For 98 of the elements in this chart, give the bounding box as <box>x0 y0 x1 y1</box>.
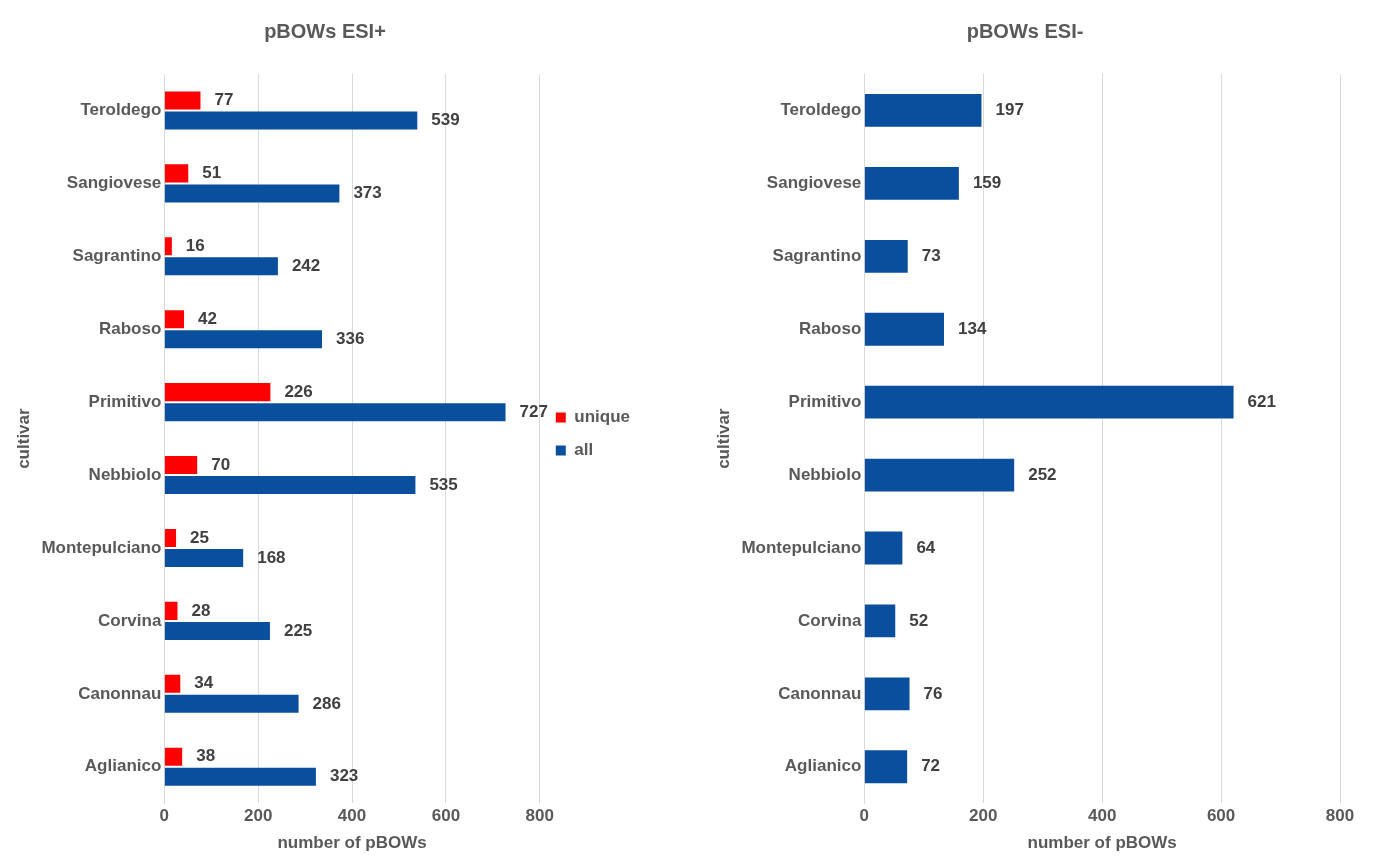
x-tick-label: 800 <box>1325 806 1355 826</box>
data-label: 539 <box>431 110 460 130</box>
y-tick-label: Teroldego <box>80 100 162 120</box>
x-tick-label: 600 <box>431 806 461 826</box>
data-label: 38 <box>196 746 216 766</box>
data-label: 77 <box>214 90 234 110</box>
data-label: 621 <box>1247 391 1276 411</box>
data-label: 42 <box>198 308 217 328</box>
y-tick-label: Sagrantino <box>772 245 862 265</box>
data-label: 535 <box>429 474 458 494</box>
x-tick-label: 200 <box>969 806 998 826</box>
data-label: 168 <box>257 547 286 567</box>
bar <box>864 458 1015 492</box>
data-label: 159 <box>972 173 1002 193</box>
x-tick-label: 200 <box>244 806 273 826</box>
y-axis-title: cultivar <box>713 407 733 469</box>
data-label: 134 <box>958 318 987 338</box>
data-label: 226 <box>284 381 313 401</box>
bar <box>164 164 189 183</box>
y-tick-label: Sagrantino <box>72 245 162 265</box>
data-label: 51 <box>202 163 222 183</box>
y-tick-label: Aglianico <box>84 756 162 776</box>
bar <box>864 531 903 565</box>
data-label: 28 <box>191 600 211 620</box>
data-label: 373 <box>353 183 382 203</box>
y-tick-label: Corvina <box>98 610 162 630</box>
bar <box>864 166 959 200</box>
bar <box>164 621 270 640</box>
y-tick-label: Canonnau <box>778 683 862 703</box>
bar <box>164 674 181 693</box>
bar <box>164 330 323 349</box>
x-axis-title: number of pBOWs <box>1027 833 1177 853</box>
bar <box>164 476 416 495</box>
y-tick-label: Sangiovese <box>66 173 162 193</box>
bar <box>164 383 271 402</box>
y-tick-label: Canonnau <box>78 683 162 703</box>
data-label: 336 <box>336 328 365 348</box>
y-tick-label: Montepulciano <box>41 537 162 557</box>
y-axis-title: cultivar <box>13 407 33 469</box>
bar <box>864 385 1234 419</box>
data-label: 225 <box>283 620 313 640</box>
bar <box>164 310 185 329</box>
x-tick-label: 0 <box>159 806 170 826</box>
bar <box>164 767 316 786</box>
bar <box>864 312 945 346</box>
data-label: 242 <box>291 256 321 276</box>
data-label: 252 <box>1028 464 1057 484</box>
data-label: 70 <box>211 454 231 474</box>
y-tick-label: Nebbiolo <box>88 464 162 484</box>
y-tick-label: Primitivo <box>88 391 162 411</box>
y-tick-label: Raboso <box>98 318 162 338</box>
data-label: 323 <box>329 766 359 786</box>
bar <box>164 91 201 110</box>
x-tick-label: 400 <box>1087 806 1117 826</box>
data-label: 727 <box>519 401 548 421</box>
y-tick-label: Montepulciano <box>741 537 862 557</box>
chart-title: pBOWs ESI+ <box>264 19 386 42</box>
bar <box>864 94 982 127</box>
legend-label: all <box>574 440 594 460</box>
bar <box>164 403 506 422</box>
x-axis-title: number of pBOWs <box>277 833 427 853</box>
bar <box>164 184 340 203</box>
bar <box>164 111 418 130</box>
data-label: 52 <box>909 610 929 630</box>
bar <box>864 604 896 638</box>
y-tick-label: Aglianico <box>784 756 862 776</box>
y-tick-label: Primitivo <box>788 391 862 411</box>
bar <box>164 548 244 568</box>
bar <box>864 239 908 273</box>
bar <box>164 528 177 547</box>
data-label: 16 <box>185 235 205 255</box>
x-tick-label: 800 <box>525 806 554 826</box>
legend-label: unique <box>574 407 630 427</box>
x-tick-label: 400 <box>337 806 367 826</box>
bar <box>164 694 299 713</box>
bar <box>164 456 198 475</box>
bar <box>864 750 908 784</box>
data-label: 286 <box>312 693 341 713</box>
data-label: 34 <box>194 673 214 693</box>
data-label: 25 <box>190 527 209 547</box>
bar <box>164 747 183 766</box>
data-label: 64 <box>916 537 936 557</box>
bar <box>164 601 178 620</box>
chart-title: pBOWs ESI- <box>966 19 1084 42</box>
y-tick-label: Teroldego <box>780 100 862 120</box>
bar <box>164 257 278 276</box>
data-label: 76 <box>923 683 943 703</box>
y-tick-label: Corvina <box>798 610 862 630</box>
y-tick-label: Raboso <box>798 318 862 338</box>
y-tick-label: Sangiovese <box>766 173 862 193</box>
x-tick-label: 0 <box>859 806 870 826</box>
data-label: 73 <box>921 245 941 265</box>
data-label: 72 <box>921 756 941 776</box>
x-tick-label: 600 <box>1206 806 1236 826</box>
y-tick-label: Nebbiolo <box>788 464 862 484</box>
data-label: 197 <box>995 100 1024 120</box>
bar <box>164 237 172 256</box>
bar <box>864 677 910 711</box>
